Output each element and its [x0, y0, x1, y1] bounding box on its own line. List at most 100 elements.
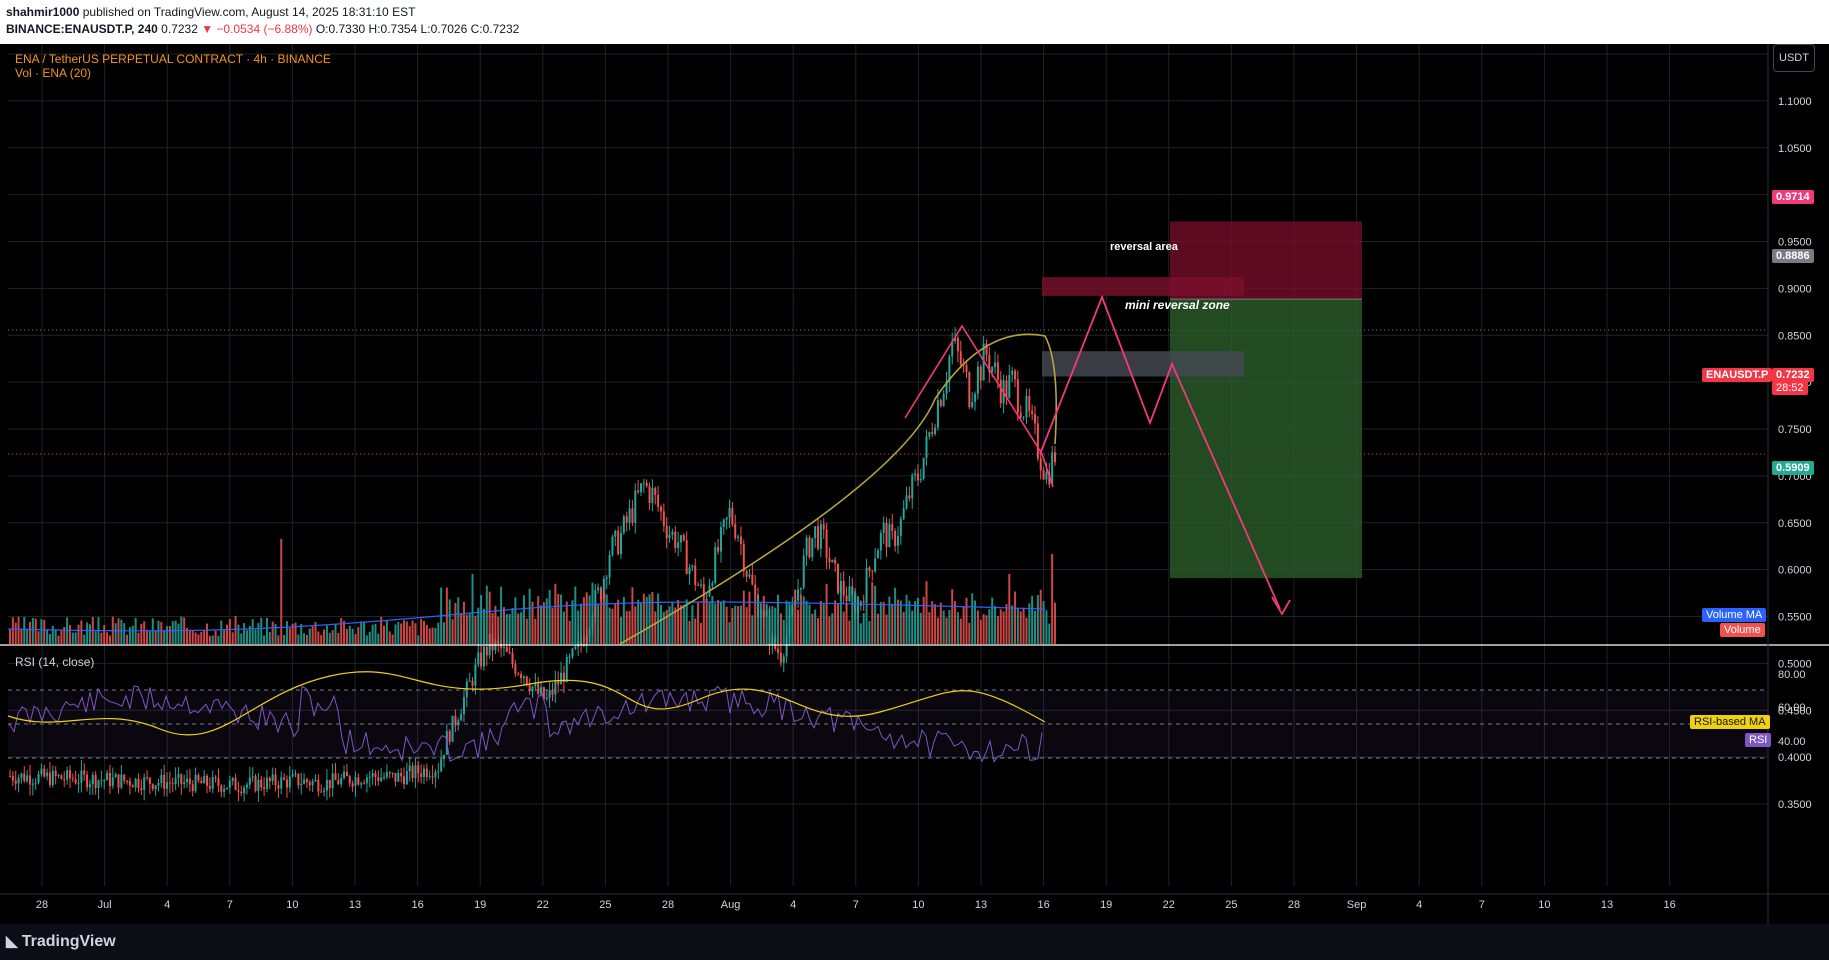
volume-bar: [679, 605, 682, 644]
candle-body: [974, 393, 977, 402]
time-axis-label: 10: [286, 899, 298, 911]
candle-body: [103, 780, 106, 782]
time-axis-label: Jul: [98, 899, 112, 911]
candle-body: [365, 777, 368, 784]
volume-bar: [237, 624, 240, 644]
volume-bar: [465, 614, 468, 644]
volume-bar: [714, 603, 717, 644]
volume-bar: [694, 618, 697, 644]
candle-body: [394, 773, 397, 782]
candle-body: [896, 536, 899, 546]
volume-bar: [303, 633, 306, 644]
candle-body: [828, 558, 831, 563]
chart-area[interactable]: 1.15001.10001.05001.00000.95000.90000.85…: [0, 44, 1829, 924]
candle-body: [728, 507, 731, 518]
volume-bar: [582, 597, 585, 644]
candle-body: [511, 653, 514, 665]
candle-body: [54, 770, 57, 776]
candle-body: [288, 776, 291, 788]
volume-bar: [719, 601, 722, 644]
volume-bar: [288, 627, 291, 644]
volume-bar: [200, 631, 203, 644]
candle-body: [237, 789, 240, 792]
tradingview-logo[interactable]: ◣ TradingView: [6, 932, 116, 951]
candle-body: [454, 715, 457, 726]
volume-bar: [345, 628, 348, 644]
volume-bar: [822, 604, 825, 644]
volume-bar: [814, 609, 817, 644]
candle-body: [57, 775, 60, 777]
volume-bar: [882, 601, 885, 644]
volume-bar: [308, 628, 311, 644]
candle-body: [722, 519, 725, 528]
volume-bar: [899, 600, 902, 644]
volume-bar: [417, 635, 420, 644]
volume-bar: [548, 589, 551, 644]
volume-bar: [908, 600, 911, 644]
volume-bar: [597, 604, 600, 644]
tv-logo-text: TradingView: [21, 933, 116, 950]
current-price-tag: 0.7232: [1772, 368, 1814, 382]
volume-bar: [928, 612, 931, 644]
volume-bar: [805, 600, 808, 644]
price-axis-label: 0.3500: [1778, 799, 1812, 811]
candle-body: [525, 676, 528, 685]
volume-bar: [854, 591, 857, 644]
volume-bar: [403, 620, 406, 644]
candle-body: [734, 524, 737, 538]
candle-body: [614, 530, 617, 537]
volume-bar: [405, 621, 408, 644]
candle-body: [334, 773, 337, 781]
candle-body: [699, 584, 702, 586]
candle-body: [474, 664, 477, 686]
candle-body: [822, 524, 825, 530]
volume-bar: [914, 600, 917, 644]
tv-logo-icon: ◣: [6, 933, 22, 950]
volume-bar: [63, 626, 66, 644]
volume-bar: [985, 615, 988, 644]
candle-body: [265, 777, 268, 790]
candle-body: [677, 542, 680, 549]
time-axis-label: 13: [1601, 899, 1613, 911]
candle-body: [414, 765, 417, 779]
volume-bar: [1008, 574, 1011, 644]
volume-bar: [86, 622, 89, 644]
author-name[interactable]: shahmir1000: [6, 5, 80, 19]
volume-bar: [214, 630, 217, 644]
volume-bar: [874, 585, 877, 644]
volume-bar: [568, 620, 571, 644]
volume-bar: [542, 602, 545, 644]
volume-bar: [500, 586, 503, 644]
currency-button[interactable]: USDT: [1773, 44, 1815, 72]
volume-bar: [474, 615, 477, 644]
volume-bar: [837, 604, 840, 644]
volume-bar: [420, 618, 423, 644]
price-axis-label: 0.7500: [1778, 424, 1812, 436]
candle-body: [34, 782, 37, 784]
volume-bar: [657, 593, 660, 644]
candle-body: [177, 774, 180, 778]
volume-bar: [919, 612, 922, 644]
candle-body: [28, 775, 31, 785]
volume-bar: [394, 624, 397, 644]
volume-bar: [334, 624, 337, 644]
candle-body: [285, 779, 288, 788]
candle-body: [608, 555, 611, 578]
candle-body: [911, 475, 914, 499]
candle-body: [665, 525, 668, 539]
price-chart[interactable]: 1.15001.10001.05001.00000.95000.90000.85…: [0, 44, 1829, 924]
volume-bar: [77, 624, 80, 644]
candle-body: [26, 775, 29, 782]
volume-bar: [280, 539, 283, 644]
candle-body: [731, 507, 734, 525]
candle-body: [157, 783, 160, 786]
candle-body: [568, 656, 571, 658]
candle-body: [654, 487, 657, 495]
volume-bar: [939, 602, 942, 644]
symbol-tag: ENAUSDT.P: [1702, 368, 1773, 382]
candle-body: [745, 571, 748, 577]
candle-body: [303, 779, 306, 784]
volume-bar: [28, 622, 31, 644]
candle-body: [234, 778, 237, 790]
candle-body: [688, 567, 691, 575]
